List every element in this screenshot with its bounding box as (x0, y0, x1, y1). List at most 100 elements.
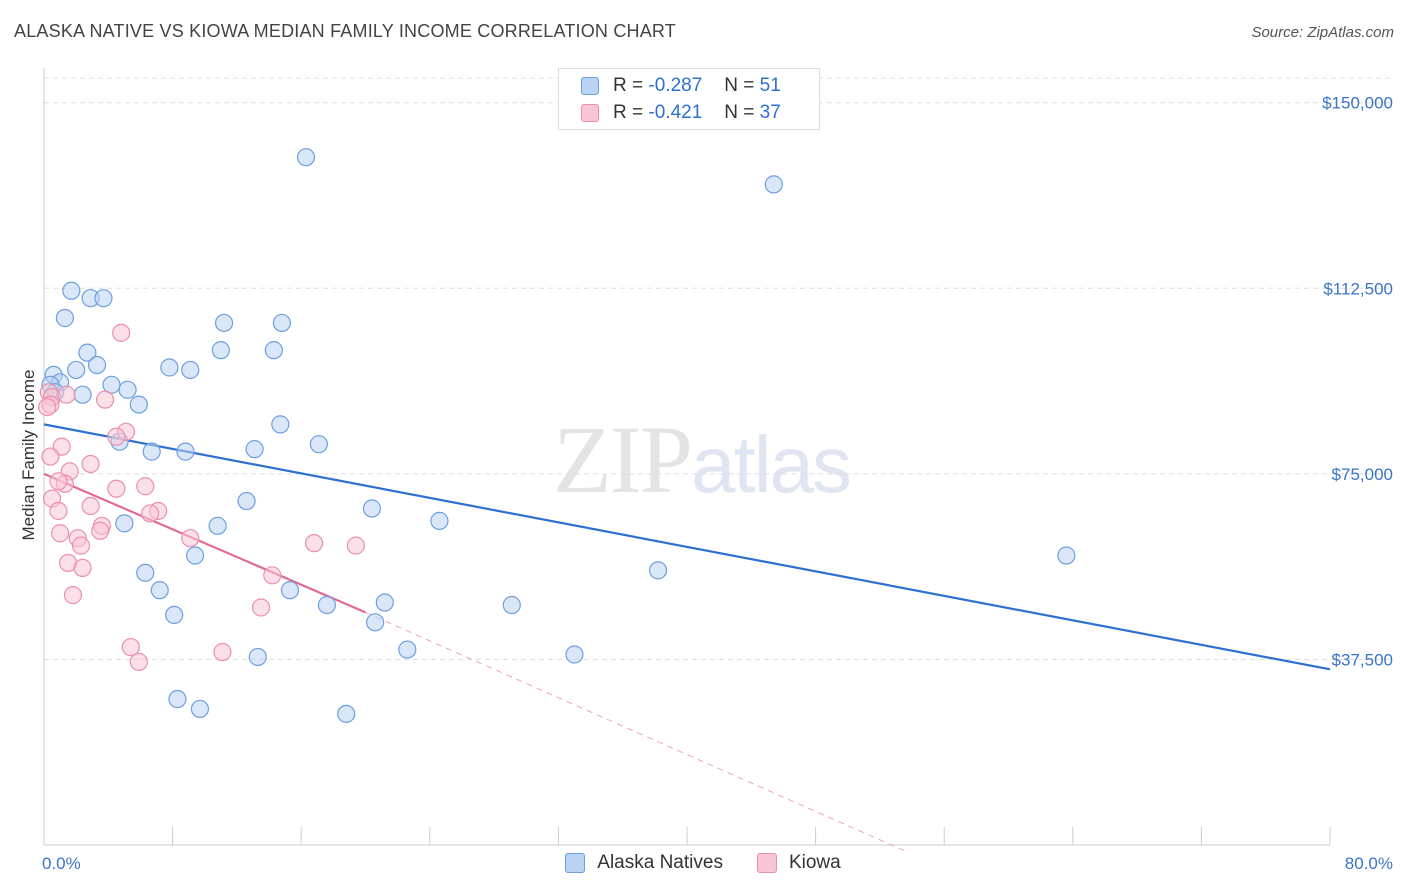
legend-n-value: 37 (759, 102, 781, 123)
alaska-native-point (1057, 546, 1076, 565)
alaska-native-trend-line (43, 423, 1331, 671)
kiowa-point (81, 496, 100, 516)
y-tick-label: $37,500 (1332, 650, 1393, 669)
alaska-native-point (398, 640, 417, 659)
alaska-native-point (150, 581, 169, 600)
legend-r-value: -0.287 (648, 75, 703, 96)
alaska-native-point (208, 516, 227, 535)
kiowa-point (50, 524, 70, 543)
kiowa-point (38, 397, 57, 417)
alaska-native-point (362, 499, 382, 518)
data-points (38, 148, 1076, 723)
legend-n-value: 51 (759, 75, 781, 96)
kiowa-point (81, 454, 100, 474)
kiowa-point (63, 586, 83, 605)
kiowa-point (213, 642, 232, 662)
x-tick-label: 80.0% (1345, 854, 1393, 873)
alaska-native-point (271, 415, 290, 434)
kiowa-point (140, 504, 160, 523)
kiowa-point (263, 566, 282, 585)
series-legend: Alaska Natives Kiowa (0, 852, 1406, 874)
alaska-native-point (366, 613, 385, 632)
kiowa-point (346, 536, 365, 555)
kiowa-point (57, 385, 76, 404)
y-tick-label: $75,000 (1332, 465, 1393, 484)
alaska-native-point (176, 442, 195, 461)
alaska-native-point (337, 704, 356, 723)
alaska-native-point (118, 380, 137, 399)
y-axis-title: Median Family Income (19, 369, 38, 540)
kiowa-trend-line (43, 472, 366, 614)
trend-lines (43, 423, 1331, 852)
alaska-native-point (181, 360, 200, 380)
alaska-native-point (214, 313, 234, 333)
correlation-legend: R = -0.287 N = 51 R = -0.421 N = 37 (558, 68, 820, 130)
kiowa-point (304, 534, 324, 553)
grid-lines (44, 77, 1394, 660)
alaska-native-point (94, 289, 113, 308)
watermark-atlas: atlas (691, 420, 852, 509)
kiowa-point (112, 323, 131, 342)
source-label: Source: ZipAtlas.com (1251, 24, 1394, 41)
kiowa-point (73, 558, 92, 577)
alaska-native-point (272, 313, 292, 333)
y-tick-label: $150,000 (1322, 94, 1393, 113)
y-tick-label: $112,500 (1323, 279, 1393, 298)
alaska-native-point (296, 148, 316, 167)
alaska-native-point (430, 511, 449, 530)
kiowa-point (49, 472, 68, 491)
kiowa-point (121, 637, 140, 657)
kiowa-trend-extension (365, 611, 906, 852)
alaska-native-point (67, 360, 86, 380)
alaska-native-point (264, 341, 283, 360)
legend-row-alaska: R = -0.287 N = 51 (581, 74, 781, 98)
legend-n-label: N = (724, 102, 755, 123)
alaska-native-point (565, 645, 584, 664)
alaska-native-point (245, 440, 264, 459)
alaska-native-point (165, 605, 184, 625)
alaska-native-point (115, 514, 134, 533)
kiowa-point (91, 521, 110, 540)
legend-r-label: R = (613, 75, 644, 96)
alaska-native-point (237, 491, 256, 511)
kiowa-point (107, 427, 126, 446)
alaska-native-point (55, 308, 74, 328)
alaska-native-point (160, 358, 179, 377)
alaska-native-point (136, 563, 155, 582)
axes (43, 68, 1331, 846)
kiowa-point (41, 447, 60, 466)
alaska-native-point (211, 341, 230, 360)
kiowa-point (71, 536, 91, 555)
legend-label: Kiowa (788, 852, 841, 873)
legend-item-kiowa[interactable]: Kiowa (756, 852, 841, 874)
watermark: ZIPatlas (553, 404, 852, 515)
legend-swatch-blue (581, 77, 599, 95)
kiowa-point (129, 652, 148, 672)
kiowa-point (251, 598, 271, 617)
legend-swatch-pink (581, 104, 599, 122)
legend-item-alaska-natives[interactable]: Alaska Natives (565, 852, 723, 874)
alaska-native-point (764, 175, 783, 194)
alaska-native-point (309, 435, 328, 454)
alaska-native-point (375, 593, 394, 612)
kiowa-point (49, 501, 68, 521)
alaska-native-point (502, 595, 521, 615)
alaska-native-point (168, 689, 187, 709)
legend-r-label: R = (613, 102, 644, 123)
kiowa-point (95, 390, 115, 409)
alaska-native-point (62, 281, 81, 300)
tick-labels: $37,500 $75,000 $112,500 $150,000 0.0% 80.0% (42, 94, 1393, 873)
alaska-native-point (73, 385, 92, 404)
chart-title: ALASKA NATIVE VS KIOWA MEDIAN FAMILY INC… (14, 21, 677, 41)
kiowa-point (181, 529, 200, 548)
alaska-native-point (78, 343, 97, 362)
kiowa-point (107, 479, 126, 498)
legend-swatch-pink (756, 853, 777, 873)
legend-r-value: -0.421 (648, 102, 703, 123)
legend-row-kiowa: R = -0.421 N = 37 (581, 101, 781, 125)
alaska-native-point (317, 595, 337, 615)
watermark-zip: ZIP (553, 406, 693, 513)
x-tick-label: 0.0% (42, 854, 81, 873)
alaska-native-point (142, 442, 161, 461)
